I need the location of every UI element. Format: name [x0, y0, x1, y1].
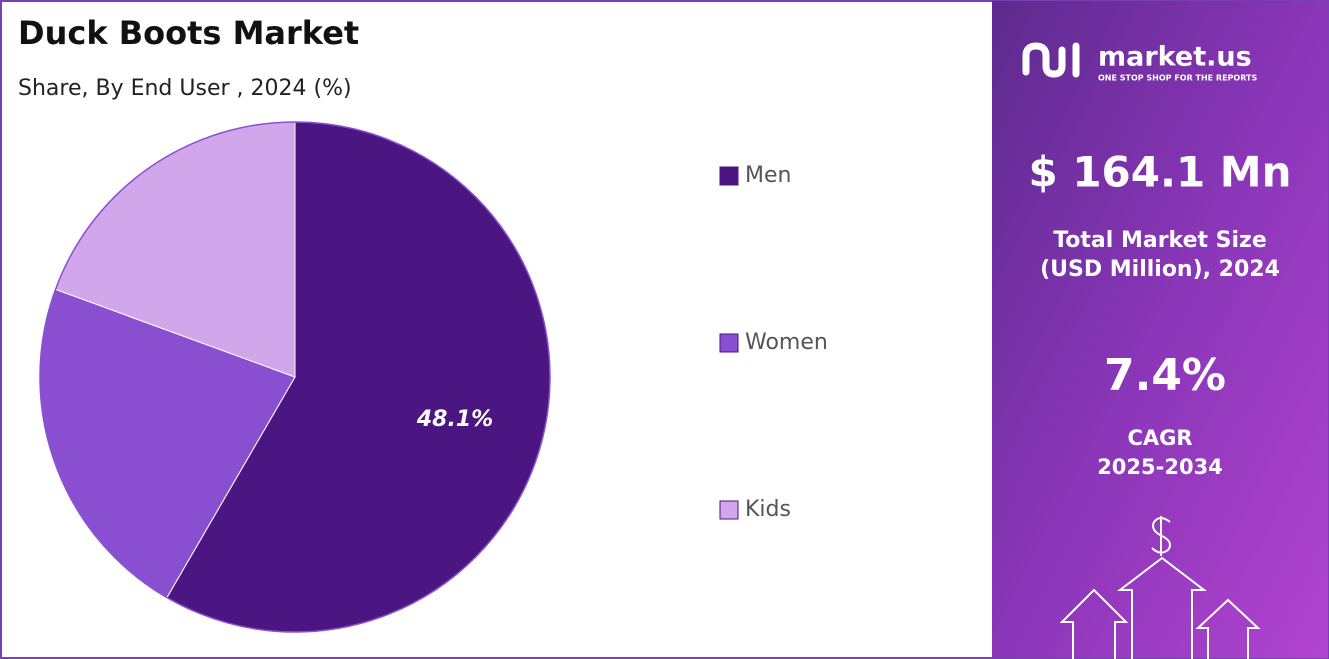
legend-swatch	[719, 333, 739, 353]
cagr-label: 2025-2034	[1097, 455, 1223, 479]
tagline: ONE STOP SHOP FOR THE REPORTS	[1098, 74, 1257, 83]
legend-label: Women	[745, 330, 828, 355]
brand: market.us	[1098, 42, 1252, 73]
legend-label: Kids	[745, 497, 791, 522]
value-label: 48.1%	[416, 407, 493, 432]
market-size-label: (USD Million), 2024	[1040, 257, 1280, 282]
market-size: $ 164.1 Mn	[1028, 148, 1291, 197]
growth-icon	[1059, 516, 1261, 659]
chart-subtitle: Share, By End User , 2024 (%)	[18, 76, 352, 101]
legend-swatch	[719, 500, 739, 520]
legend-swatch	[719, 166, 739, 186]
chart-title: Duck Boots Market	[18, 14, 359, 52]
market-size-label: Total Market Size	[1053, 228, 1267, 253]
logo-icon	[1022, 42, 1080, 78]
legend-label: Men	[745, 163, 791, 188]
cagr-label: CAGR	[1127, 426, 1192, 450]
pie-outline	[39, 121, 551, 633]
cagr: 7.4%	[1104, 350, 1226, 401]
